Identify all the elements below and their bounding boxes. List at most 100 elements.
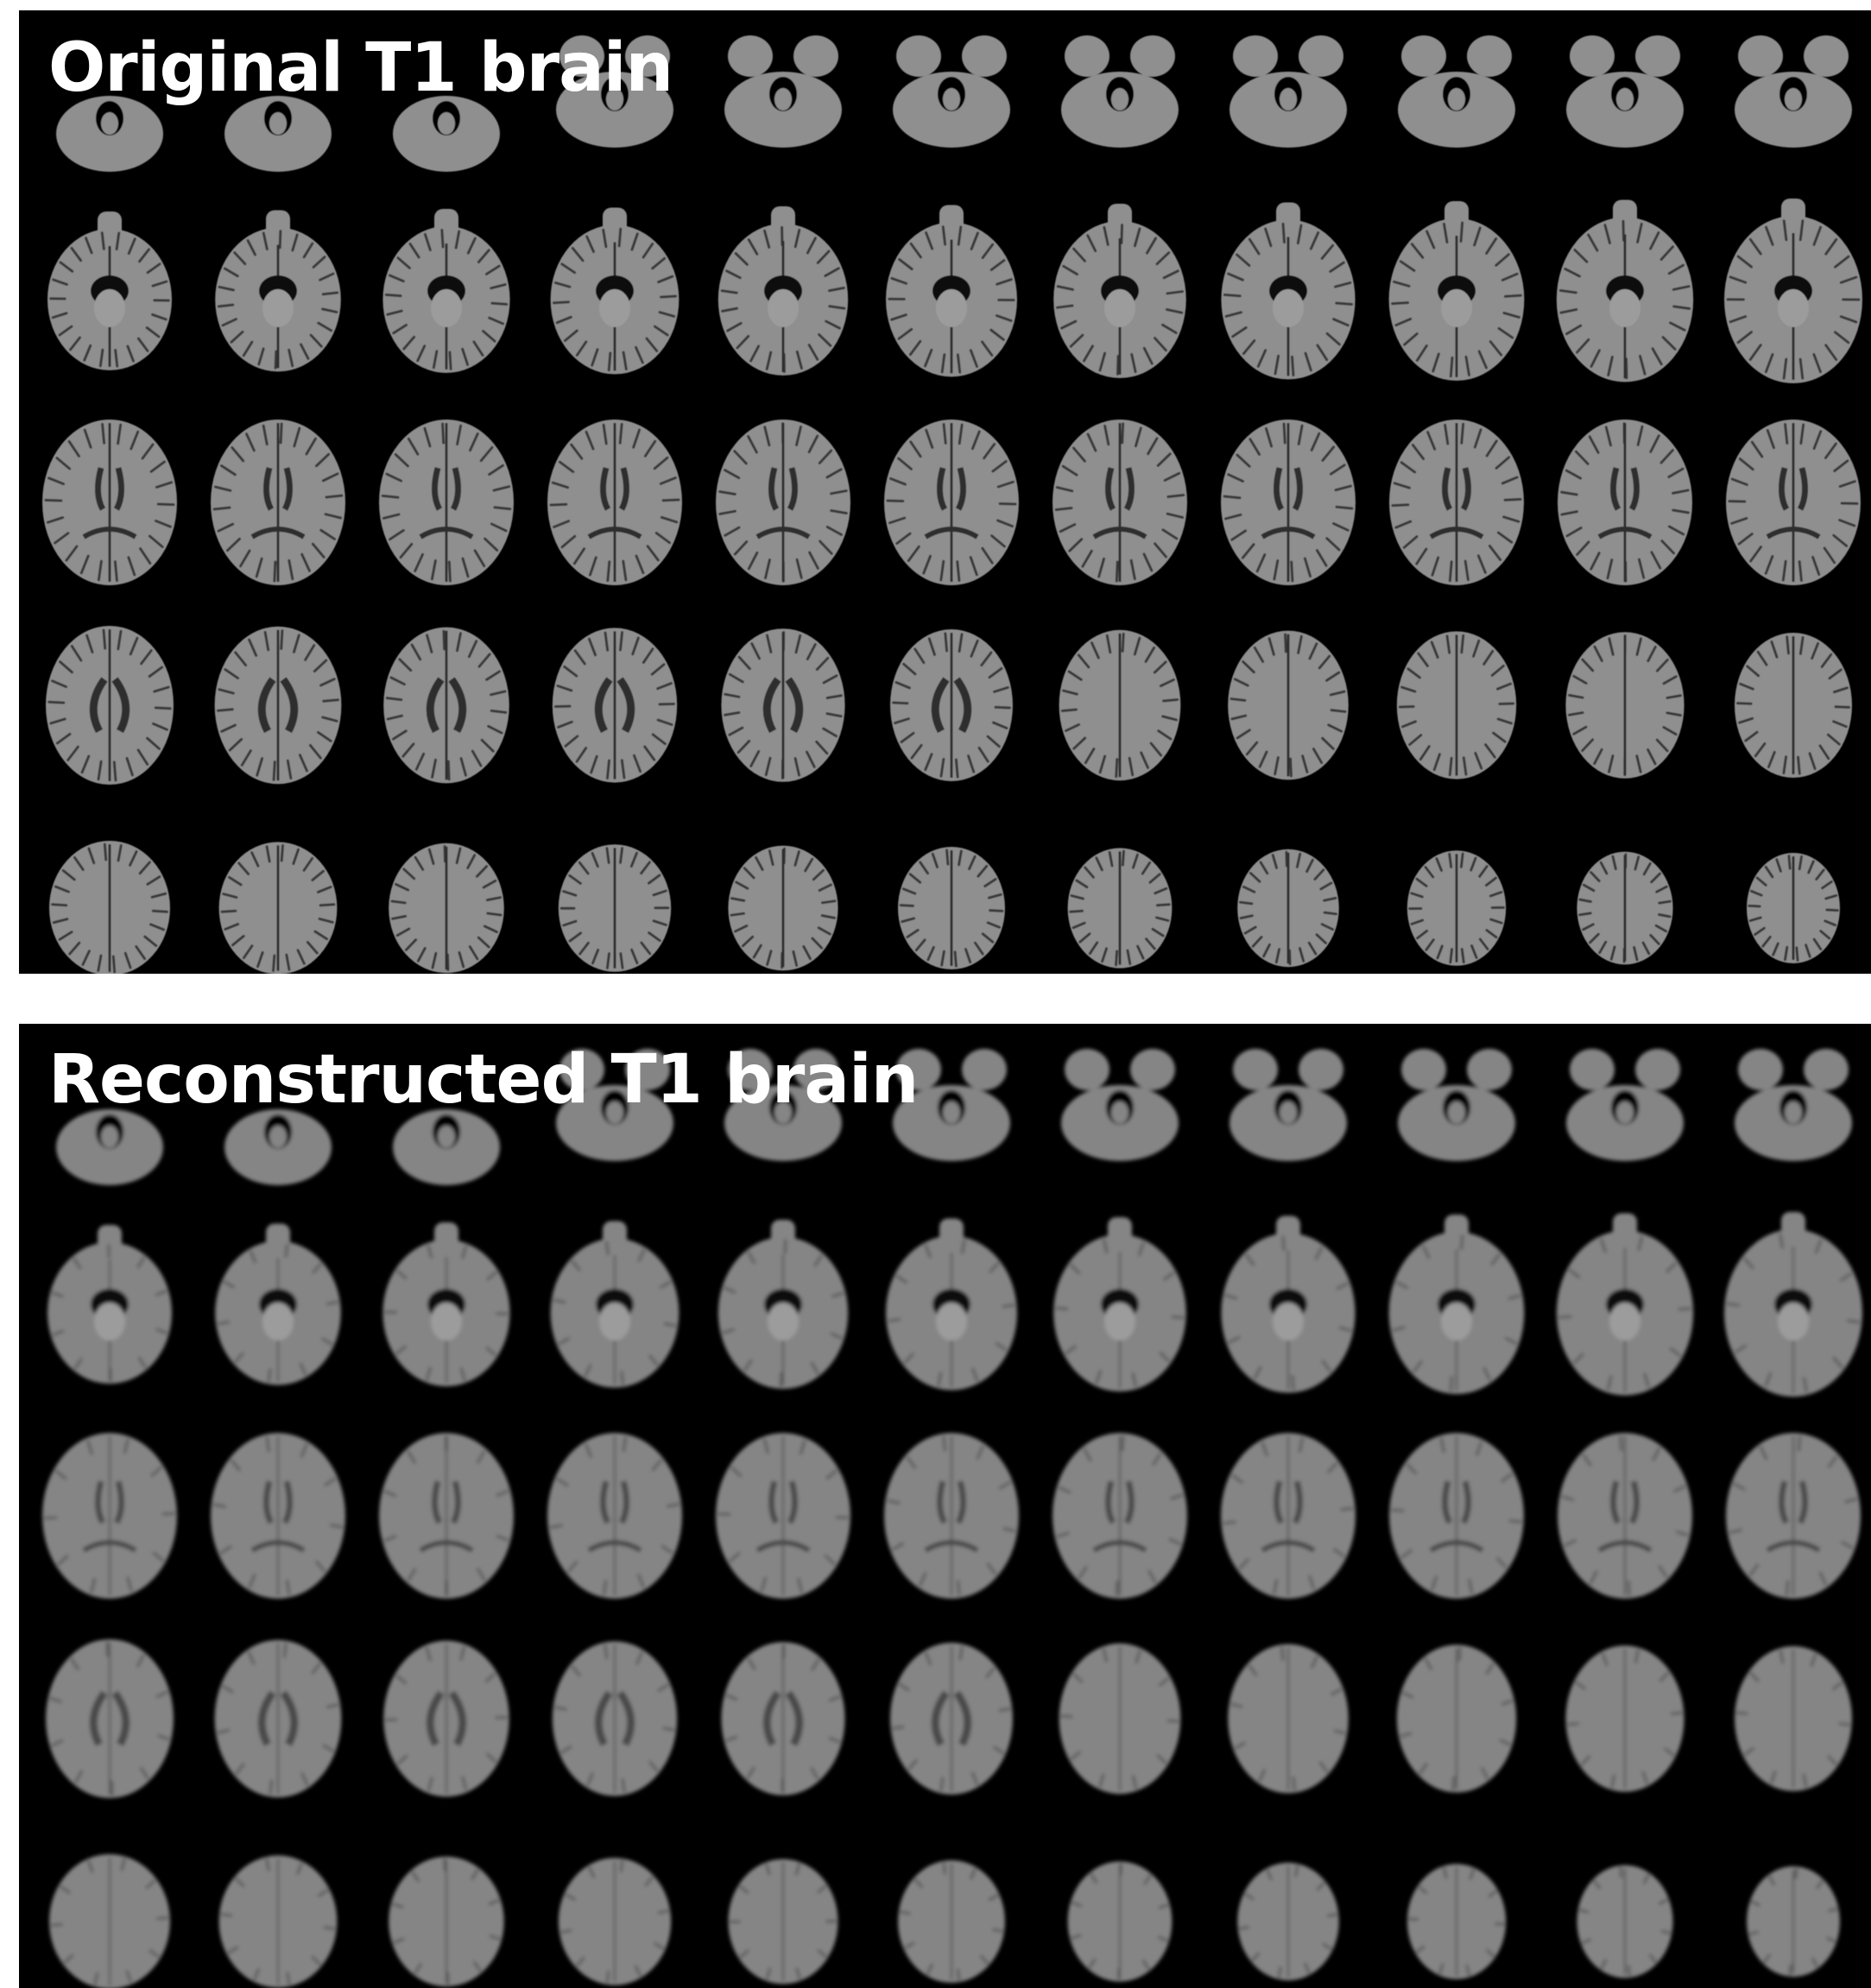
original-slice (1735, 35, 1852, 148)
reconstructed-slice (47, 1225, 172, 1384)
reconstructed-slice (890, 1643, 1013, 1795)
reconstructed-slice (1237, 1862, 1339, 1981)
reconstructed-slice (884, 1433, 1019, 1599)
original-slice (1577, 851, 1673, 965)
original-slice (1735, 633, 1852, 778)
reconstructed-slice (1053, 1217, 1186, 1392)
original-slice (552, 628, 678, 783)
original-slice (1566, 35, 1684, 148)
original-panel-title: Original T1 brain (48, 29, 673, 107)
original-slice (379, 420, 514, 585)
reconstructed-slice (1565, 1645, 1685, 1792)
reconstructed-slice (389, 1856, 504, 1987)
original-slice (1237, 849, 1339, 968)
reconstructed-slice (886, 1218, 1017, 1391)
original-slice (1396, 631, 1517, 779)
original-slice (1061, 35, 1179, 148)
reconstructed-slice (550, 1221, 680, 1388)
reconstructed-slice (1221, 1433, 1356, 1599)
original-slice (721, 628, 845, 782)
original-slice (1221, 420, 1356, 585)
reconstructed-slice (716, 1433, 850, 1599)
reconstructed-slice (1735, 1049, 1852, 1161)
original-slice (1565, 632, 1685, 779)
reconstructed-slice (1228, 1644, 1349, 1794)
reconstructed-slice (1558, 1433, 1692, 1599)
original-slice (1228, 630, 1349, 780)
reconstructed-slice (552, 1641, 678, 1796)
original-slice (1053, 204, 1186, 378)
reconstructed-slice (211, 1433, 345, 1599)
original-slice (724, 35, 842, 148)
original-slice (1052, 420, 1187, 585)
original-slice (1747, 853, 1840, 963)
original-slice (56, 96, 163, 172)
original-slice (46, 626, 174, 785)
original-slice-grid (42, 35, 1862, 974)
reconstructed-slice-grid (42, 1049, 1862, 1988)
reconstructed-slice (558, 1858, 672, 1985)
reconstructed-slice (1747, 1866, 1840, 1977)
original-slice (215, 210, 341, 372)
reconstructed-slice (1735, 1646, 1852, 1791)
reconstructed-slice (1067, 1861, 1173, 1982)
reconstructed-slice (1726, 1433, 1861, 1599)
original-slice (556, 35, 673, 148)
original-slice (717, 206, 849, 376)
original-slice (211, 420, 345, 585)
original-slice (1726, 420, 1861, 585)
reconstructed-slice (393, 1109, 500, 1185)
reconstructed-slice (218, 1855, 338, 1988)
original-slice (1389, 420, 1524, 585)
reconstructed-panel: Reconstructed T1 brain (19, 1024, 1871, 1988)
reconstructed-slice (1396, 1644, 1517, 1793)
reconstructed-slice (893, 1049, 1010, 1161)
original-slice (1406, 850, 1507, 966)
reconstructed-slice (1052, 1433, 1187, 1599)
reconstructed-slice (1556, 1213, 1694, 1396)
original-slice (389, 843, 504, 974)
original-slice (393, 96, 500, 172)
original-slice (547, 420, 682, 585)
original-slice (49, 841, 170, 974)
reconstructed-slice (1724, 1212, 1862, 1397)
original-slice (728, 845, 838, 971)
original-slice (893, 35, 1010, 148)
reconstructed-slice (717, 1220, 849, 1389)
reconstructed-slice (49, 1854, 170, 1988)
reconstructed-slice (898, 1860, 1005, 1983)
reconstructed-slice (215, 1223, 341, 1385)
reconstructed-slice (1398, 1049, 1515, 1161)
original-slice (214, 626, 342, 785)
reconstructed-slice (1566, 1049, 1684, 1161)
original-slice (1558, 420, 1692, 585)
original-slice (1398, 35, 1515, 148)
original-slice (890, 629, 1013, 781)
reconstructed-slice (1577, 1865, 1673, 1979)
original-slice (42, 420, 177, 585)
original-panel: Original T1 brain (19, 10, 1871, 974)
reconstructed-slice (724, 1049, 842, 1161)
reconstructed-panel-title: Reconstructed T1 brain (48, 1041, 919, 1119)
reconstructed-slice (379, 1433, 514, 1599)
reconstructed-slice (556, 1049, 673, 1161)
original-slice (224, 96, 332, 172)
original-slice (1059, 629, 1181, 781)
reconstructed-slice (721, 1642, 845, 1796)
reconstructed-slice (383, 1640, 509, 1797)
original-slice (1388, 201, 1525, 381)
original-slice (898, 847, 1005, 969)
original-slice (716, 420, 850, 585)
reconstructed-slice (1061, 1049, 1179, 1161)
reconstructed-slice (1229, 1049, 1347, 1161)
original-slice (884, 420, 1019, 585)
reconstructed-slice (42, 1433, 177, 1599)
original-slice (382, 209, 510, 373)
original-slice (218, 842, 338, 974)
reconstructed-slice (547, 1433, 682, 1599)
original-slice (1556, 199, 1694, 382)
original-slice (383, 627, 509, 784)
reconstructed-slice (46, 1639, 174, 1798)
reconstructed-slice (224, 1109, 332, 1185)
reconstructed-slice (1406, 1864, 1507, 1979)
